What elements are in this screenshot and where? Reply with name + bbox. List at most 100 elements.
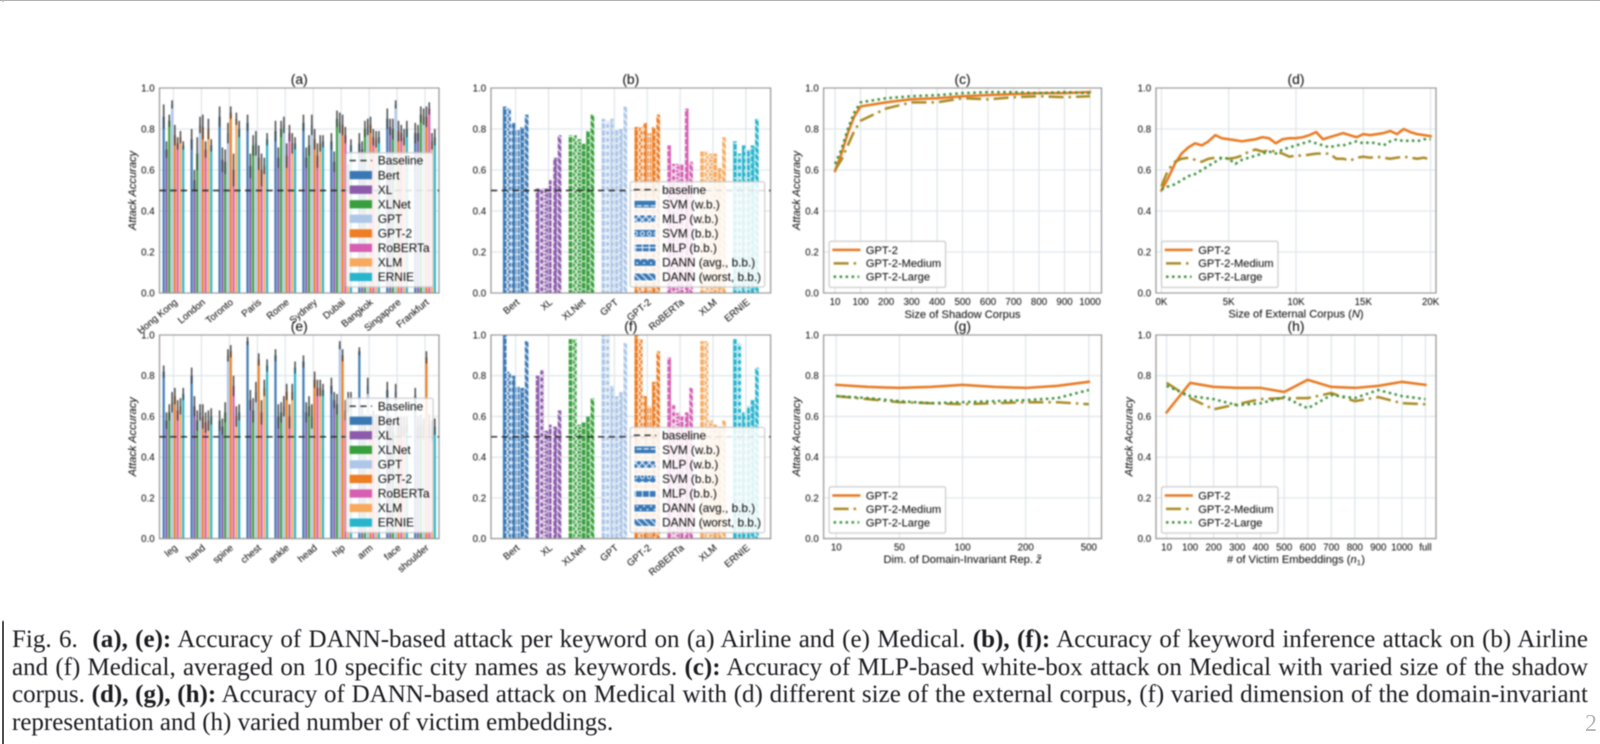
svg-text:GPT-2: GPT-2 (866, 490, 898, 502)
svg-text:0.0: 0.0 (141, 534, 155, 545)
svg-text:XL: XL (378, 428, 393, 442)
svg-text:0.0: 0.0 (473, 534, 487, 545)
svg-text:0.0: 0.0 (805, 534, 819, 545)
svg-text:0.4: 0.4 (805, 207, 819, 218)
svg-text:700: 700 (1323, 543, 1340, 554)
svg-text:1.0: 1.0 (805, 331, 819, 342)
svg-text:0.6: 0.6 (473, 166, 487, 177)
svg-text:DANN (worst, b.b.): DANN (worst, b.b.) (662, 516, 761, 530)
svg-text:1.0: 1.0 (473, 84, 487, 95)
svg-text:RoBERTa: RoBERTa (378, 487, 430, 501)
svg-text:10K: 10K (1287, 297, 1305, 308)
svg-text:0.8: 0.8 (473, 125, 487, 136)
svg-text:200: 200 (1206, 543, 1223, 554)
svg-text:baseline: baseline (662, 183, 706, 197)
svg-text:600: 600 (980, 297, 997, 308)
svg-text:100: 100 (954, 543, 971, 554)
svg-text:0.6: 0.6 (473, 412, 487, 423)
svg-text:0.6: 0.6 (805, 412, 819, 423)
svg-text:0.6: 0.6 (1138, 166, 1152, 177)
svg-text:1.0: 1.0 (473, 331, 487, 342)
svg-text:GPT-2: GPT-2 (866, 245, 898, 257)
svg-text:Attack Accuracy: Attack Accuracy (791, 396, 803, 478)
svg-text:GPT-2-Medium: GPT-2-Medium (866, 258, 941, 270)
svg-text:0.2: 0.2 (1138, 493, 1152, 504)
svg-text:Bert: Bert (378, 168, 400, 182)
svg-text:MLP (b.b.): MLP (b.b.) (662, 241, 717, 255)
svg-text:GPT-2-Medium: GPT-2-Medium (1198, 258, 1273, 270)
svg-text:GPT-2: GPT-2 (1198, 490, 1230, 502)
svg-text:XLNet: XLNet (378, 443, 412, 457)
svg-text:Attack Accuracy: Attack Accuracy (127, 396, 139, 478)
svg-text:1.0: 1.0 (805, 84, 819, 95)
svg-text:MLP (w.b.): MLP (w.b.) (662, 458, 718, 472)
svg-text:1.0: 1.0 (1138, 84, 1152, 95)
svg-text:XL: XL (378, 183, 393, 197)
svg-text:GPT-2-Large: GPT-2-Large (866, 517, 930, 529)
svg-text:XLNet: XLNet (378, 197, 412, 211)
svg-text:GPT-2-Large: GPT-2-Large (866, 272, 930, 284)
svg-text:GPT-2-Medium: GPT-2-Medium (866, 504, 941, 516)
svg-text:baseline: baseline (662, 428, 706, 442)
svg-text:Attack Accuracy: Attack Accuracy (1124, 396, 1136, 478)
svg-text:Attack Accuracy: Attack Accuracy (791, 149, 803, 231)
svg-text:0.8: 0.8 (473, 371, 487, 382)
svg-text:0.2: 0.2 (141, 248, 155, 259)
svg-text:Size of Shadow Corpus: Size of Shadow Corpus (904, 309, 1021, 321)
svg-text:ERNIE: ERNIE (378, 516, 414, 530)
svg-text:100: 100 (852, 297, 869, 308)
svg-text:0.8: 0.8 (1138, 125, 1152, 136)
svg-text:0.4: 0.4 (473, 453, 487, 464)
svg-text:10: 10 (1161, 543, 1172, 554)
svg-text:GPT: GPT (378, 458, 402, 472)
svg-text:800: 800 (1031, 297, 1048, 308)
svg-text:SVM (w.b.): SVM (w.b.) (662, 197, 720, 211)
svg-text:10: 10 (830, 297, 841, 308)
svg-text:0.2: 0.2 (805, 493, 819, 504)
svg-text:200: 200 (878, 297, 895, 308)
svg-text:0.4: 0.4 (805, 453, 819, 464)
svg-text:MLP (b.b.): MLP (b.b.) (662, 487, 717, 501)
svg-text:0.0: 0.0 (473, 289, 487, 300)
svg-text:700: 700 (1005, 297, 1022, 308)
svg-text:SVM (b.b.): SVM (b.b.) (662, 472, 718, 486)
svg-text:(f): (f) (624, 318, 637, 334)
svg-text:0.0: 0.0 (1138, 534, 1152, 545)
svg-text:(b): (b) (622, 71, 639, 87)
svg-text:Baseline: Baseline (378, 154, 424, 168)
svg-text:(g): (g) (954, 318, 971, 334)
svg-text:0.6: 0.6 (141, 166, 155, 177)
svg-text:Attack Accuracy: Attack Accuracy (127, 149, 139, 231)
svg-text:SVM (w.b.): SVM (w.b.) (662, 443, 720, 457)
svg-text:400: 400 (929, 297, 946, 308)
svg-text:DANN (worst, b.b.): DANN (worst, b.b.) (662, 270, 761, 284)
svg-text:0.0: 0.0 (805, 289, 819, 300)
svg-text:1.0: 1.0 (141, 331, 155, 342)
svg-text:S i z e: S i z e o f E x t e r n a l C o r p u s (1228, 298, 1369, 323)
svg-text:DANN (avg., b.b.): DANN (avg., b.b.) (662, 501, 755, 515)
svg-text:Bert: Bert (378, 414, 400, 428)
svg-text:GPT-2: GPT-2 (378, 226, 412, 240)
svg-text:0.8: 0.8 (805, 125, 819, 136)
svg-text:MLP (w.b.): MLP (w.b.) (662, 212, 718, 226)
svg-text:0.8: 0.8 (1138, 371, 1152, 382)
svg-text:20K: 20K (1422, 297, 1440, 308)
svg-text:200: 200 (1018, 543, 1035, 554)
svg-text:5K: 5K (1223, 297, 1235, 308)
svg-text:600: 600 (1300, 543, 1317, 554)
svg-text:SVM (b.b.): SVM (b.b.) (662, 226, 718, 240)
svg-text:0.4: 0.4 (141, 207, 155, 218)
svg-text:0.4: 0.4 (473, 207, 487, 218)
svg-text:0.8: 0.8 (805, 371, 819, 382)
svg-text:0.2: 0.2 (473, 493, 487, 504)
svg-text:300: 300 (903, 297, 920, 308)
svg-text:(a): (a) (291, 71, 308, 87)
svg-text:500: 500 (1081, 543, 1098, 554)
svg-text:300: 300 (1229, 543, 1246, 554)
svg-text:0.2: 0.2 (141, 493, 155, 504)
svg-text:50: 50 (894, 543, 905, 554)
svg-text:0.0: 0.0 (1138, 289, 1152, 300)
svg-text:0.8: 0.8 (141, 125, 155, 136)
svg-text:800: 800 (1347, 543, 1364, 554)
svg-text:0.4: 0.4 (1138, 453, 1152, 464)
